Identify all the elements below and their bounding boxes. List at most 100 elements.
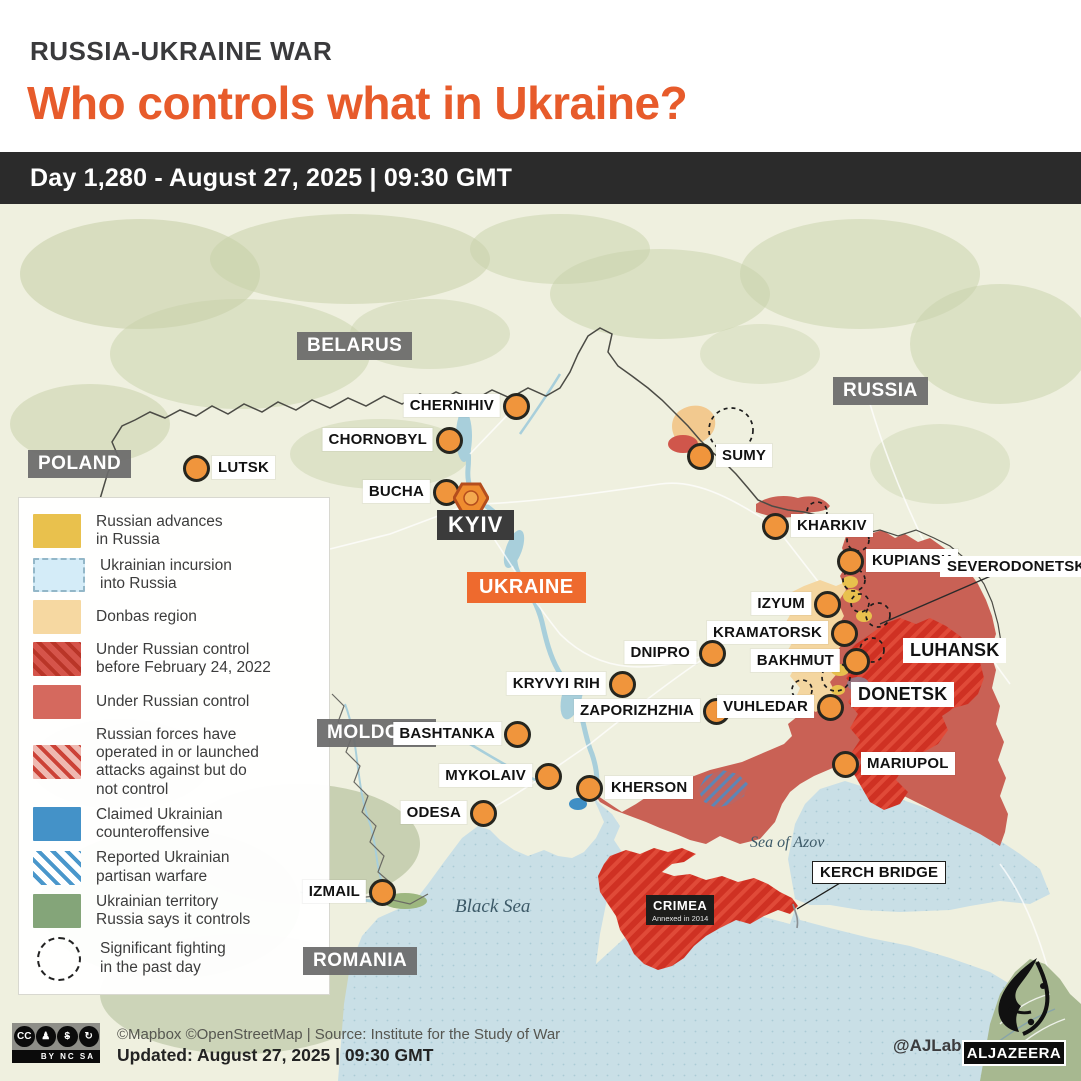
legend-item-5: Russian forces have operated in or launc… <box>33 726 317 799</box>
legend-swatch-9 <box>37 936 81 981</box>
city-label-izyum: IZYUM <box>751 592 811 615</box>
cc-labels: BY NC SA <box>12 1050 100 1063</box>
country-label-poland: POLAND <box>28 450 132 478</box>
city-marker-bakhmut <box>843 648 870 675</box>
legend-swatch-3 <box>33 642 81 677</box>
city-marker-chernihiv <box>503 393 530 420</box>
legend-swatch-0 <box>33 514 81 549</box>
city-label-mykolaiv: MYKOLAIV <box>439 764 532 787</box>
sea-label-sea-of-azov: Sea of Azov <box>750 834 825 851</box>
kicker: RUSSIA-UKRAINE WAR <box>30 36 333 66</box>
city-marker-kupiansk <box>837 548 864 575</box>
city-label-bakhmut: BAKHMUT <box>750 649 840 672</box>
legend-item-9: Significant fighting in the past day <box>33 936 317 981</box>
capital-label: KYIV <box>437 510 515 540</box>
cc-icons: CC ♟ $ ↻ <box>12 1023 100 1050</box>
region-label-kerch-bridge: KERCH BRIDGE <box>812 861 947 884</box>
city-label-kharkiv: KHARKIV <box>791 514 873 537</box>
legend-label-1: Ukrainian incursion into Russia <box>100 556 232 592</box>
map-attribution: ©Mapbox ©OpenStreetMap | Source: Institu… <box>117 1026 561 1043</box>
city-marker-chornobyl <box>436 427 463 454</box>
cc-nc-icon: $ <box>57 1026 78 1047</box>
city-label-kupiansk: KUPIANSK <box>866 549 958 572</box>
city-label-chornobyl: CHORNOBYL <box>322 428 433 451</box>
city-marker-lutsk <box>183 455 210 482</box>
legend-swatch-7 <box>33 850 81 885</box>
city-marker-bashtanka <box>504 721 531 748</box>
crimea-label: CRIMEA Annexed in 2014 <box>646 895 715 925</box>
country-label-romania: ROMANIA <box>303 947 418 975</box>
legend-item-7: Reported Ukrainian partisan warfare <box>33 849 317 886</box>
legend-label-6: Claimed Ukrainian counteroffensive <box>96 805 223 842</box>
city-label-mariupol: MARIUPOL <box>861 752 955 775</box>
crimea-subtitle: Annexed in 2014 <box>652 914 709 923</box>
legend-label-3: Under Russian control before February 24… <box>96 641 271 677</box>
city-label-izmail: IZMAIL <box>302 880 366 903</box>
city-label-bucha: BUCHA <box>362 480 430 503</box>
kharkiv-front-patch <box>756 496 830 518</box>
updated-line: Updated: August 27, 2025 | 09:30 GMT <box>117 1045 434 1065</box>
city-marker-kharkiv <box>762 513 789 540</box>
city-label-odesa: ODESA <box>400 801 467 824</box>
luhansk-division-line <box>879 571 1001 625</box>
partisan-hatch-patch <box>698 770 748 808</box>
city-label-zaporizhzhia: ZAPORIZHZHIA <box>573 699 700 722</box>
cc-by-icon: ♟ <box>35 1026 56 1047</box>
city-label-vuhledar: VUHLEDAR <box>717 695 814 718</box>
city-marker-mariupol <box>832 751 859 778</box>
page-title: Who controls what in Ukraine? <box>27 77 688 129</box>
counteroffensive-patch <box>569 798 587 810</box>
city-marker-izyum <box>814 591 841 618</box>
cc-license-badge: CC ♟ $ ↻ BY NC SA <box>12 1023 100 1063</box>
legend-item-8: Ukrainian territory Russia says it contr… <box>33 893 317 930</box>
city-marker-dnipro <box>699 640 726 667</box>
kerch-pointer-line <box>796 879 846 910</box>
legend-item-0: Russian advances in Russia <box>33 513 317 550</box>
country-label-belarus: BELARUS <box>297 332 413 360</box>
city-label-chernihiv: CHERNIHIV <box>403 394 500 417</box>
legend-swatch-6 <box>33 807 81 842</box>
legend-item-3: Under Russian control before February 24… <box>33 641 317 678</box>
city-label-kryvyi-rih: KRYVYI RIH <box>506 672 606 695</box>
legend-label-5: Russian forces have operated in or launc… <box>96 725 259 798</box>
legend-swatch-5 <box>33 745 81 780</box>
legend-swatch-4 <box>33 684 81 719</box>
city-marker-kryvyi-rih <box>609 671 636 698</box>
legend-item-1: Ukrainian incursion into Russia <box>33 557 317 594</box>
kerch-bridge-line <box>792 903 799 929</box>
city-marker-mykolaiv <box>535 763 562 790</box>
cc-sa-icon: ↻ <box>78 1026 99 1047</box>
city-label-dnipro: DNIPRO <box>624 641 696 664</box>
city-marker-vuhledar <box>817 694 844 721</box>
city-marker-sumy <box>687 443 714 470</box>
city-label-kherson: KHERSON <box>605 776 694 799</box>
city-label-sumy: SUMY <box>716 444 773 467</box>
map-legend: Russian advances in Russia Ukrainian incu… <box>18 497 330 995</box>
city-marker-kherson <box>576 775 603 802</box>
city-label-bashtanka: BASHTANKA <box>393 722 501 745</box>
legend-swatch-1 <box>33 557 85 592</box>
city-label-lutsk: LUTSK <box>212 456 275 479</box>
legend-swatch-8 <box>33 894 81 929</box>
region-label-luhansk: LUHANSK <box>903 638 1007 663</box>
sea-label-black-sea: Black Sea <box>455 896 531 917</box>
city-marker-kramatorsk <box>831 620 858 647</box>
aljazeera-logo <box>998 958 1050 1036</box>
legend-label-7: Reported Ukrainian partisan warfare <box>96 849 230 885</box>
ajlabs-handle: @AJLabs <box>893 1036 971 1055</box>
legend-label-8: Ukrainian territory Russia says it contr… <box>96 892 251 929</box>
cc-icon: CC <box>14 1026 35 1047</box>
legend-swatch-2 <box>33 600 81 635</box>
country-label-ukraine: UKRAINE <box>467 572 586 603</box>
country-label-russia: RUSSIA <box>833 377 928 405</box>
crimea-title: CRIMEA <box>653 898 708 913</box>
legend-item-2: Donbas region <box>33 600 317 635</box>
city-marker-odesa <box>470 800 497 827</box>
legend-label-4: Under Russian control <box>96 692 250 710</box>
legend-label-2: Donbas region <box>96 607 197 625</box>
legend-items: Russian advances in Russia Ukrainian incu… <box>33 513 317 981</box>
region-label-donetsk: DONETSK <box>851 682 955 707</box>
black-sea <box>338 796 634 1081</box>
date-bar: Day 1,280 - August 27, 2025 | 09:30 GMT <box>0 152 1081 204</box>
